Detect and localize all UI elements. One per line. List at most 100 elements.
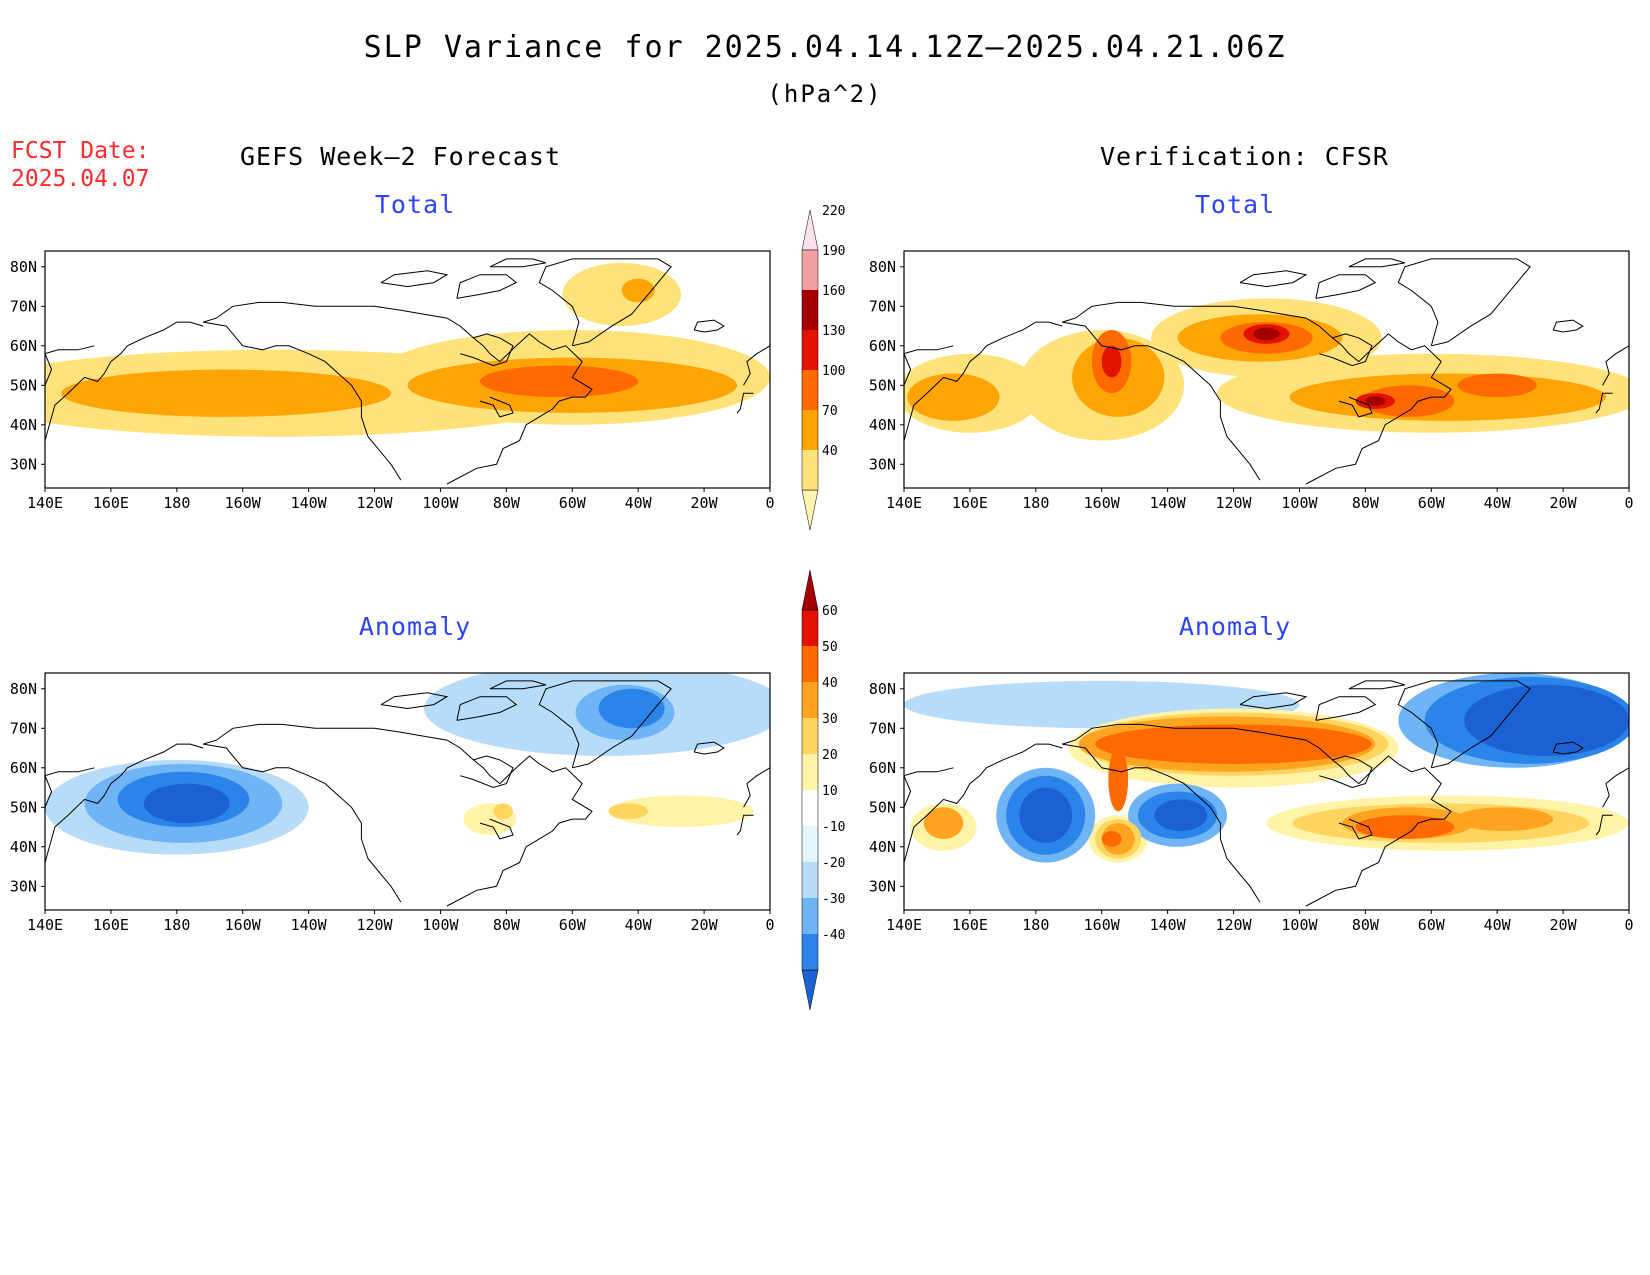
coastline	[45, 743, 204, 863]
coastline	[904, 321, 1063, 441]
lon-tick-label: 100W	[1281, 494, 1318, 512]
gefs-total-subtitle: Total	[374, 190, 456, 219]
contour-region	[1108, 748, 1129, 812]
lon-tick-label: 140E	[27, 494, 63, 512]
lon-tick-label: 80W	[1352, 494, 1380, 512]
lon-tick-label: 0	[765, 494, 774, 512]
contour-region	[1154, 799, 1208, 831]
main-title: SLP Variance for 2025.04.14.12Z–2025.04.…	[363, 30, 1287, 65]
lon-tick-label: 20W	[1550, 916, 1578, 934]
lon-tick-label: 160W	[1084, 494, 1121, 512]
lat-tick-label: 80N	[10, 680, 37, 698]
lon-tick-label: 120W	[356, 494, 393, 512]
lon-tick-label: 100W	[422, 916, 459, 934]
lon-tick-label: 160E	[93, 916, 129, 934]
lon-tick-label: 160W	[225, 494, 262, 512]
contour-region	[1095, 724, 1372, 764]
cfsr-anomaly-map: 140E 160E 180 160W 140W 120W 100W 80W 60W 40W 20W 0…	[869, 672, 1634, 934]
lon-tick-label: 140W	[291, 494, 328, 512]
lon-tick-label: 80W	[493, 494, 521, 512]
lon-tick-label: 20W	[691, 494, 719, 512]
lat-tick-label: 50N	[869, 798, 896, 816]
lat-tick-label: 60N	[10, 337, 37, 355]
lon-tick-label: 100W	[422, 494, 459, 512]
coastline	[1338, 396, 1373, 418]
coastline	[479, 818, 514, 840]
colorbar-label: 130	[822, 324, 845, 339]
contour-region	[1362, 385, 1455, 417]
cfsr-anomaly-subtitle: Anomaly	[1178, 612, 1292, 641]
lat-tick-label: 70N	[10, 297, 37, 315]
coastline	[1552, 741, 1584, 755]
colorbar-label: 20	[822, 748, 838, 763]
coastline	[1062, 301, 1452, 485]
contour-region	[907, 373, 1000, 421]
coastline	[1062, 743, 1261, 903]
contour-region	[61, 369, 392, 417]
lon-tick-label: 160W	[1084, 916, 1121, 934]
lat-tick-label: 50N	[10, 798, 37, 816]
coastline	[460, 333, 514, 367]
map-frame	[903, 250, 1630, 489]
lat-tick-label: 60N	[869, 759, 896, 777]
coastline	[380, 692, 449, 710]
lat-tick-label: 40N	[869, 416, 896, 434]
colorbar-label: 10	[822, 784, 838, 799]
colorbar-swatch	[802, 790, 818, 826]
coastline	[203, 743, 402, 903]
colorbar-swatch	[802, 862, 818, 898]
coastline	[1397, 680, 1531, 769]
colorbar-swatch	[802, 250, 818, 290]
colorbar-label: 60	[822, 604, 838, 619]
lon-tick-label: 160E	[952, 916, 988, 934]
forecast-date-label: FCST Date:	[11, 138, 150, 164]
coastline	[489, 258, 547, 268]
coastline	[45, 345, 95, 386]
lon-tick-label: 160W	[225, 916, 262, 934]
colorbar-swatch	[802, 898, 818, 934]
map-frame	[44, 672, 771, 911]
coastline	[1239, 692, 1308, 710]
contour-region	[1101, 831, 1122, 847]
lat-tick-label: 70N	[10, 719, 37, 737]
coastline	[45, 767, 95, 808]
coastline	[736, 392, 754, 414]
lon-tick-label: 20W	[1550, 494, 1578, 512]
colorbar-label: -10	[822, 820, 845, 835]
gefs-column-title: GEFS Week–2 Forecast	[240, 142, 562, 171]
colorbar-label: 100	[822, 364, 845, 379]
coastline	[479, 396, 514, 418]
cfsr-total-map: 140E 160E 180 160W 140W 120W 100W 80W 60W 40W 20W 0…	[869, 250, 1634, 512]
lon-tick-label: 0	[1624, 494, 1633, 512]
contour-region	[1253, 327, 1280, 341]
colorbar-label: 30	[822, 712, 838, 727]
coastline	[1602, 345, 1629, 386]
coastline	[693, 741, 725, 755]
colorbar-lower-triangle	[801, 969, 819, 1011]
coastline	[203, 723, 593, 907]
lon-tick-label: 180	[1022, 916, 1049, 934]
coastline	[1348, 680, 1406, 690]
coastline	[45, 321, 204, 441]
colorbar-label: 220	[822, 204, 845, 219]
gefs-anomaly-subtitle: Anomaly	[358, 612, 472, 641]
colorbar-swatch	[802, 682, 818, 718]
colorbar-upper-triangle	[801, 569, 819, 611]
contour-region	[1457, 373, 1537, 398]
coastline	[743, 345, 770, 386]
lon-tick-label: 180	[163, 916, 190, 934]
colorbar-upper-triangle	[801, 209, 819, 251]
colorbar-lower-triangle	[801, 489, 819, 531]
colorbar-label: 160	[822, 284, 845, 299]
lon-tick-label: 120W	[1215, 916, 1252, 934]
lon-tick-label: 40W	[625, 916, 653, 934]
colorbar-label: 40	[822, 676, 838, 691]
contour-region	[1365, 396, 1386, 406]
lon-tick-label: 60W	[1418, 494, 1446, 512]
lat-tick-label: 80N	[869, 258, 896, 276]
coastline	[693, 319, 725, 333]
coastline	[460, 755, 514, 789]
gefs-total-map: 140E 160E 180 160W 140W 120W 100W 80W 60W 40W 20W 0…	[10, 250, 775, 512]
coastline	[456, 696, 518, 721]
